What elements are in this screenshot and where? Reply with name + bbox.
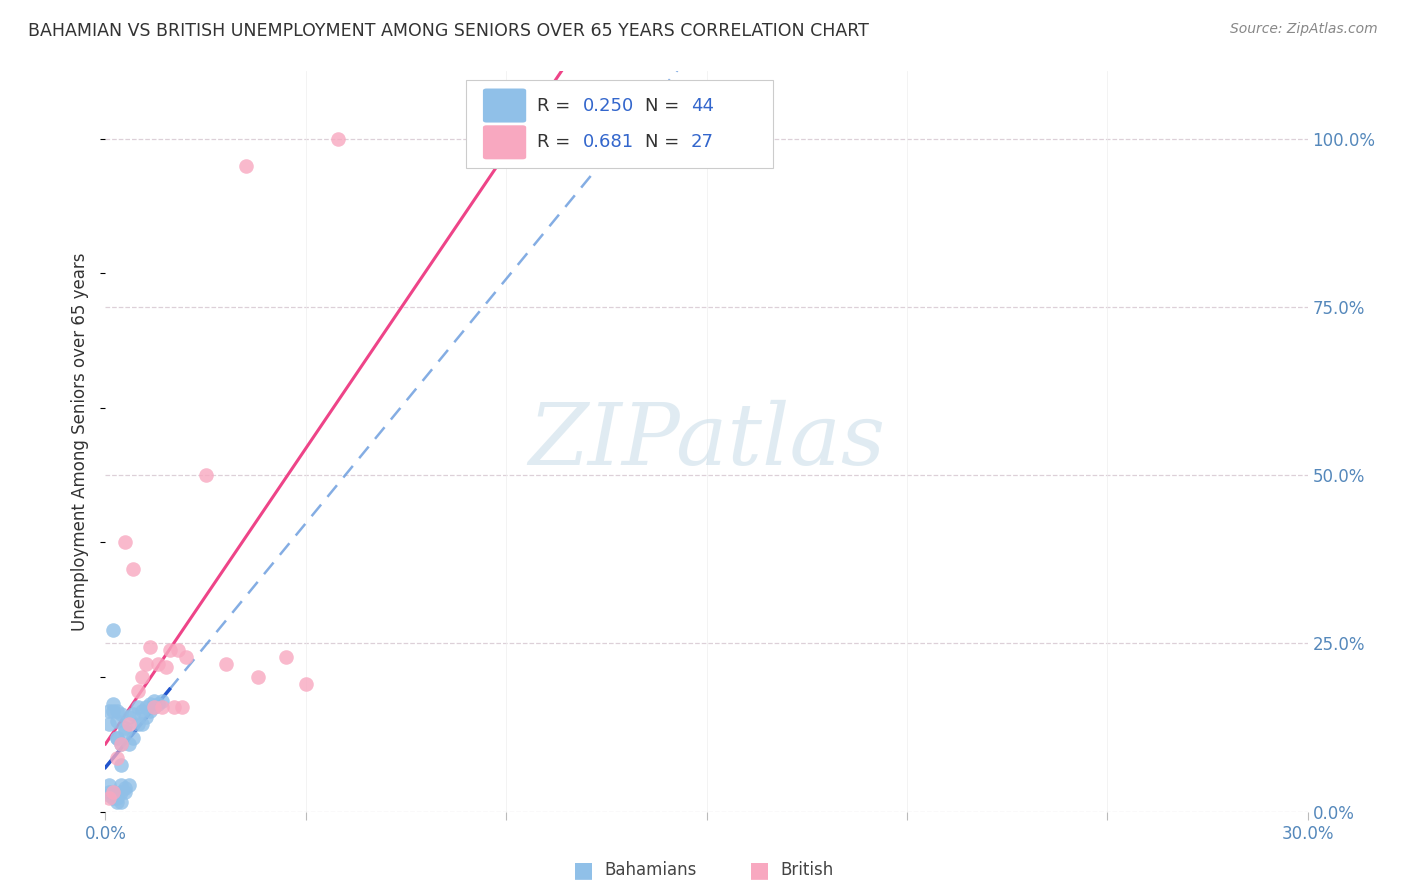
Point <box>274 649 297 664</box>
Point <box>103 784 125 798</box>
Point <box>235 159 257 173</box>
Point <box>127 683 149 698</box>
Text: N =: N = <box>645 96 685 114</box>
Point <box>107 714 129 728</box>
Point <box>107 731 129 745</box>
Point <box>103 784 125 798</box>
Text: Source: ZipAtlas.com: Source: ZipAtlas.com <box>1230 22 1378 37</box>
Point <box>118 738 141 752</box>
Point <box>295 677 318 691</box>
Point <box>110 757 132 772</box>
Point <box>98 788 121 802</box>
Point <box>98 784 121 798</box>
Text: N =: N = <box>645 133 685 152</box>
Point <box>103 623 125 637</box>
Point <box>98 704 121 718</box>
Point <box>114 784 136 798</box>
Point <box>118 778 141 792</box>
Point <box>138 697 160 711</box>
Point <box>110 738 132 752</box>
Point <box>107 791 129 805</box>
Point <box>103 697 125 711</box>
Point <box>246 670 269 684</box>
Text: 44: 44 <box>690 96 714 114</box>
Point <box>107 795 129 809</box>
Point <box>135 700 157 714</box>
Point <box>127 700 149 714</box>
FancyBboxPatch shape <box>482 88 526 122</box>
Point <box>107 731 129 745</box>
Point <box>110 778 132 792</box>
Point <box>174 649 197 664</box>
Point <box>150 694 173 708</box>
Point <box>170 700 193 714</box>
Point <box>103 791 125 805</box>
Text: BAHAMIAN VS BRITISH UNEMPLOYMENT AMONG SENIORS OVER 65 YEARS CORRELATION CHART: BAHAMIAN VS BRITISH UNEMPLOYMENT AMONG S… <box>28 22 869 40</box>
Point <box>107 788 129 802</box>
Point <box>98 791 121 805</box>
Text: 27: 27 <box>690 133 714 152</box>
Point <box>138 704 160 718</box>
Point <box>127 717 149 731</box>
Text: 0.250: 0.250 <box>582 96 634 114</box>
Text: R =: R = <box>537 133 576 152</box>
Text: ■: ■ <box>749 860 769 880</box>
Point <box>146 697 169 711</box>
Text: 0.681: 0.681 <box>582 133 634 152</box>
Point <box>110 784 132 798</box>
Point <box>142 694 165 708</box>
FancyBboxPatch shape <box>465 80 773 168</box>
Point <box>110 795 132 809</box>
Point <box>114 721 136 735</box>
Point <box>135 710 157 724</box>
Point <box>131 670 153 684</box>
Y-axis label: Unemployment Among Seniors over 65 years: Unemployment Among Seniors over 65 years <box>72 252 90 631</box>
FancyBboxPatch shape <box>482 125 526 160</box>
Point <box>107 751 129 765</box>
Point <box>135 657 157 671</box>
Text: Bahamians: Bahamians <box>605 861 697 879</box>
Text: ■: ■ <box>574 860 593 880</box>
Text: ZIPatlas: ZIPatlas <box>527 401 886 483</box>
Point <box>131 717 153 731</box>
Text: British: British <box>780 861 834 879</box>
Point <box>98 778 121 792</box>
Point <box>110 707 132 722</box>
Point <box>118 710 141 724</box>
Point <box>114 535 136 549</box>
Point <box>98 717 121 731</box>
Point <box>155 660 177 674</box>
Point <box>159 643 181 657</box>
Point <box>138 640 160 654</box>
Point <box>131 704 153 718</box>
Point <box>162 700 184 714</box>
Point <box>103 704 125 718</box>
Point <box>214 657 236 671</box>
Point <box>194 468 217 483</box>
Point <box>142 700 165 714</box>
Point <box>107 704 129 718</box>
Text: R =: R = <box>537 96 576 114</box>
Point <box>146 657 169 671</box>
Point <box>150 700 173 714</box>
Point <box>114 781 136 796</box>
Point <box>122 562 145 576</box>
Point <box>118 717 141 731</box>
Point <box>166 643 188 657</box>
Point <box>326 131 349 145</box>
Point <box>122 731 145 745</box>
Point <box>122 707 145 722</box>
Point <box>110 738 132 752</box>
Point <box>142 700 165 714</box>
Point <box>114 723 136 738</box>
